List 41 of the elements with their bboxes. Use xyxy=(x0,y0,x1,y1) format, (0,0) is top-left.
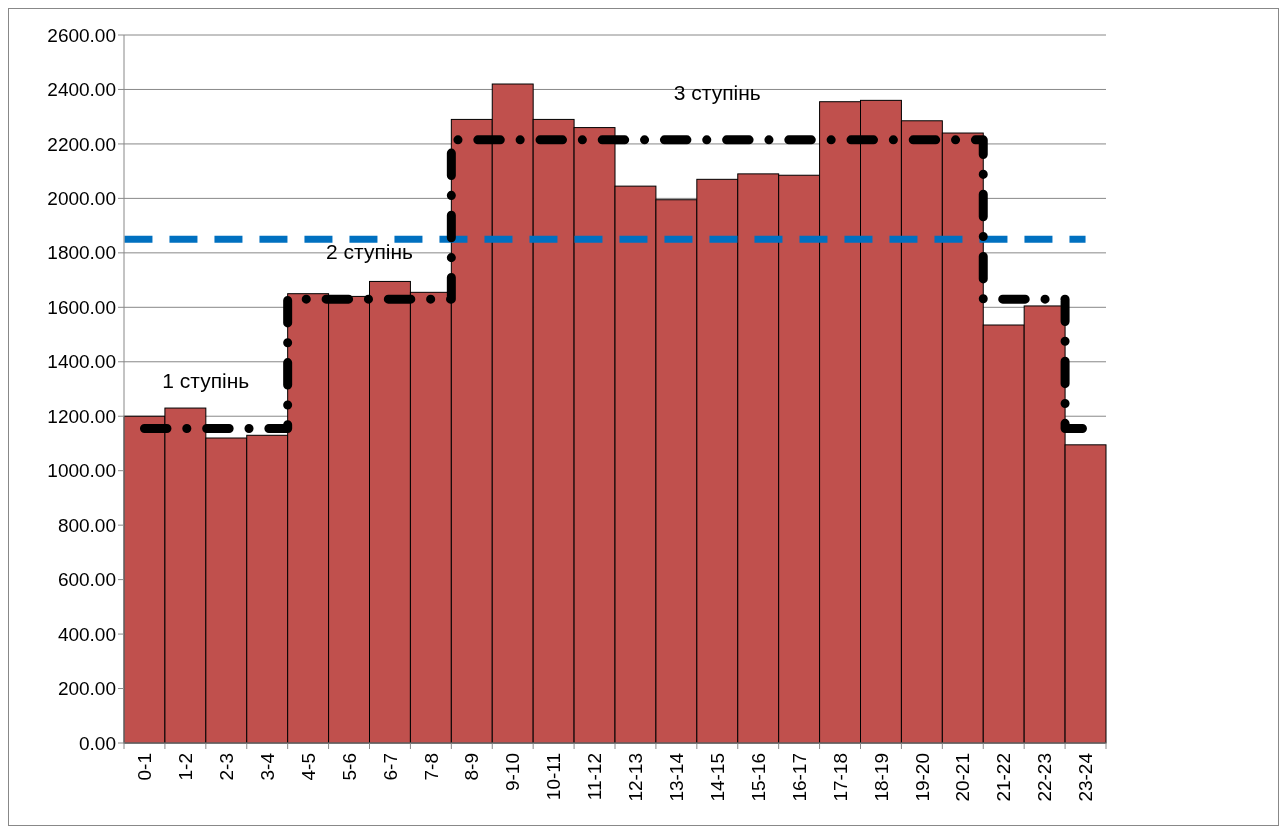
y-tick-label: 2400.00 xyxy=(47,79,116,101)
x-tick-label: 8-9 xyxy=(461,753,483,781)
x-tick-label: 18-19 xyxy=(870,753,892,802)
x-tick-label: 12-13 xyxy=(625,753,647,802)
x-tick-label: 23-24 xyxy=(1075,752,1097,802)
x-tick-label: 17-18 xyxy=(829,753,851,802)
x-tick-label: 15-16 xyxy=(747,753,769,802)
x-tick-label: 7-8 xyxy=(420,753,442,781)
x-tick-label: 9-10 xyxy=(502,753,524,792)
y-tick-label: 1200.00 xyxy=(47,405,116,427)
x-tick-label: 13-14 xyxy=(666,752,688,802)
y-tick-label: 200.00 xyxy=(57,678,116,700)
x-tick-label: 14-15 xyxy=(706,753,728,802)
annotation: 3 ступінь xyxy=(673,80,761,104)
x-tick-label: 1-2 xyxy=(175,753,197,781)
y-tick-label: 2000.00 xyxy=(47,188,116,210)
x-tick-label: 3-4 xyxy=(256,752,278,781)
y-tick-label: 1400.00 xyxy=(47,351,116,373)
x-tick-label: 4-5 xyxy=(297,753,319,781)
y-tick-label: 600.00 xyxy=(57,569,116,591)
y-tick-label: 1800.00 xyxy=(47,242,116,264)
x-tick-label: 10-11 xyxy=(543,753,565,801)
y-tick-label: 0.00 xyxy=(79,732,116,754)
y-tick-label: 800.00 xyxy=(57,514,116,536)
y-tick-label: 2600.00 xyxy=(47,24,116,46)
x-tick-label: 21-22 xyxy=(993,753,1015,802)
x-tick-label: 2-3 xyxy=(215,753,237,781)
x-tick-label: 6-7 xyxy=(379,753,401,781)
x-tick-label: 20-21 xyxy=(952,753,974,802)
x-tick-label: 11-12 xyxy=(584,753,606,801)
y-tick-label: 1600.00 xyxy=(47,296,116,318)
x-tick-label: 5-6 xyxy=(338,753,360,781)
y-tick-label: 1000.00 xyxy=(47,460,116,482)
y-tick-label: 400.00 xyxy=(57,623,116,645)
y-tick-label: 2200.00 xyxy=(47,133,116,155)
annotation: 2 ступінь xyxy=(326,240,414,264)
annotation: 1 ступінь xyxy=(162,369,250,393)
x-tick-label: 0-1 xyxy=(134,753,156,781)
x-tick-label: 19-20 xyxy=(911,753,933,802)
x-tick-label: 22-23 xyxy=(1034,753,1056,802)
x-tick-label: 16-17 xyxy=(788,753,810,802)
